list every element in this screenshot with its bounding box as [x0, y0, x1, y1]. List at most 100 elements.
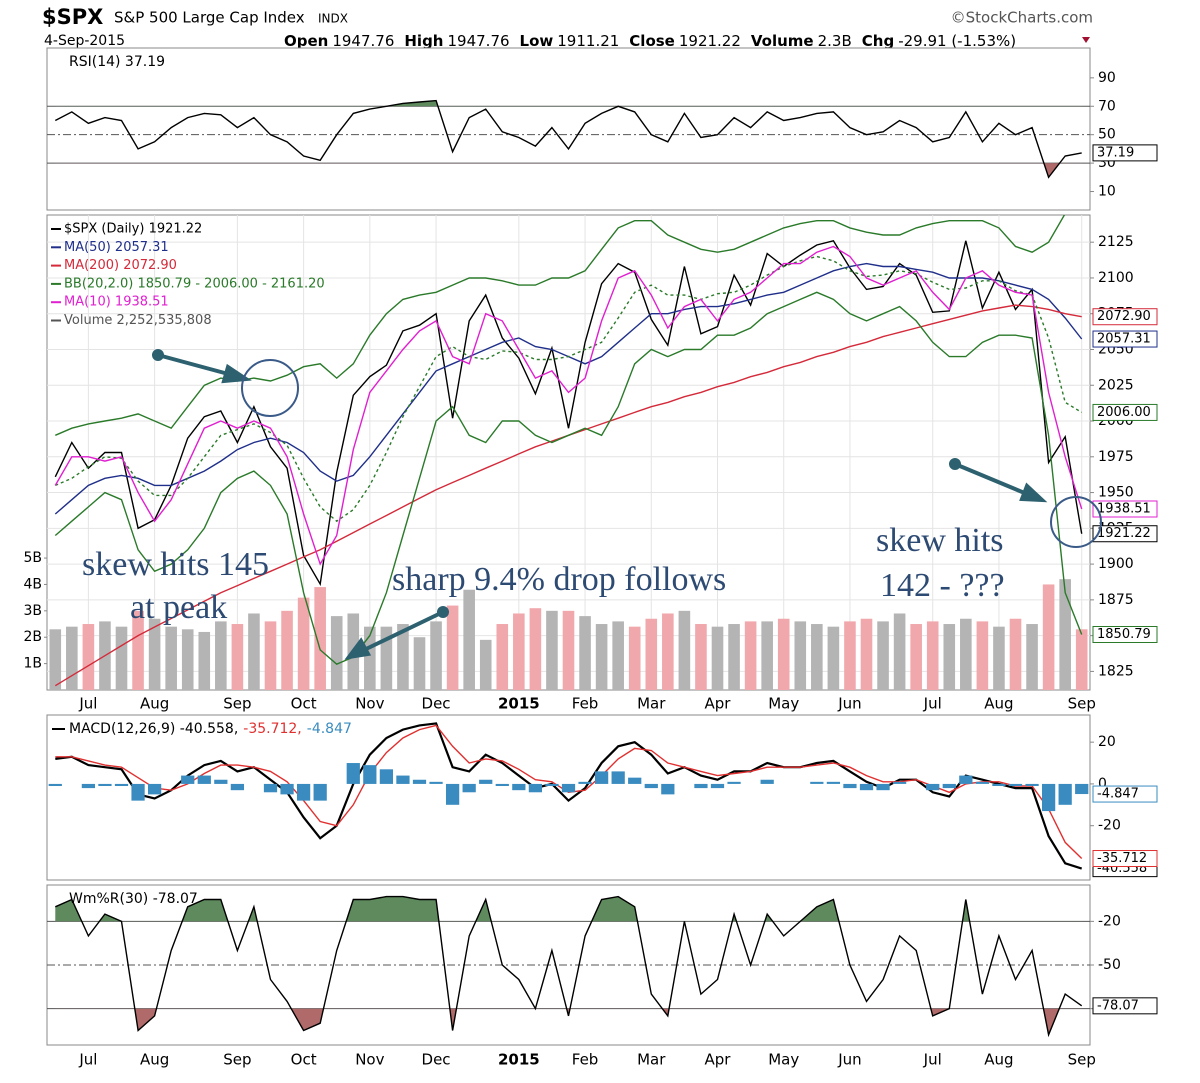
volume-bar [943, 624, 956, 690]
histogram-bar [578, 781, 592, 784]
volume-bar [860, 618, 873, 690]
value-tag [1092, 525, 1158, 543]
x-tick-label: Jul [78, 1051, 97, 1069]
arrow-head [221, 363, 252, 384]
y-tick-label: 1975 [1098, 449, 1134, 465]
value-tag-label: 2006.00 [1097, 405, 1151, 420]
volume-bar [446, 605, 459, 690]
panel-title: RSI(14) 37.19 [69, 54, 165, 70]
annotation: 142 - ??? [880, 567, 1005, 604]
volume-bar [744, 621, 757, 690]
value-tag-label: 1921.22 [1097, 526, 1151, 541]
volume-bar [628, 626, 641, 690]
histogram-bar [98, 783, 112, 787]
value-tag [1092, 144, 1158, 162]
histogram-bar [313, 783, 327, 801]
histogram-bar [561, 783, 576, 793]
x-tick-label: Jul [923, 695, 942, 713]
date: 4-Sep-2015 [44, 33, 125, 49]
series-line [54, 239, 1083, 587]
quote-label: Low [520, 32, 554, 50]
y-tick-label: -20 [1098, 818, 1121, 834]
quote-value: 1921.22 [679, 32, 741, 50]
volume-bar [1026, 624, 1038, 690]
arrow-head [1019, 482, 1048, 503]
volume-bar [49, 629, 62, 690]
annotation: skew hits 145 [82, 546, 269, 583]
x-tick-label: Jul [78, 695, 97, 713]
histogram-bar [495, 783, 509, 787]
volume-bar [662, 613, 674, 690]
value-tag [1092, 330, 1158, 348]
y-tick-label: -20 [1098, 913, 1121, 929]
value-tag-label: 2072.90 [1097, 309, 1151, 324]
legend-label: MA(50) 2057.31 [64, 240, 169, 255]
index-name: S&P 500 Large Cap Index [114, 9, 305, 27]
histogram-bar [1075, 783, 1089, 795]
histogram-bar [147, 783, 162, 795]
x-tick-label: Dec [422, 1051, 451, 1069]
volume-bar [595, 624, 608, 690]
x-tick-label: Apr [705, 695, 732, 713]
x-tick-label: Dec [422, 695, 451, 713]
histogram-bar [1058, 783, 1072, 805]
y-tick-label: 90 [1098, 70, 1116, 86]
series-line [55, 895, 1083, 1038]
volume-bar [330, 616, 343, 690]
arrow [157, 353, 233, 377]
down-marker [1082, 37, 1090, 43]
value-tag [1092, 850, 1158, 868]
x-tick-label: Oct [291, 1051, 317, 1069]
x-tick-label: Sep [223, 1051, 251, 1069]
histogram-bar [528, 783, 543, 793]
x-tick-label: Sep [223, 695, 251, 713]
band-line [54, 291, 1083, 666]
histogram-bar [843, 783, 857, 789]
series-line [54, 245, 1083, 566]
histogram-bar [975, 781, 990, 784]
value-tag-label: -78.07 [1097, 998, 1139, 1013]
annotation: sharp 9.4% drop follows [392, 561, 726, 598]
volume-bar [479, 639, 492, 690]
histogram-bar [628, 777, 642, 784]
volume-bar [1042, 584, 1055, 690]
histogram-bar [992, 783, 1006, 787]
histogram-bar [296, 783, 311, 801]
volume-bar [314, 587, 326, 690]
volume-bar [82, 624, 95, 690]
panel-plot [47, 99, 1090, 179]
histogram-bar [512, 783, 526, 791]
volume-bar [893, 613, 906, 690]
histogram-bar [694, 783, 708, 789]
volume-bar [811, 624, 823, 690]
y-tick-label: 70 [1098, 98, 1116, 114]
volume-tick-label: 5B [23, 550, 42, 566]
histogram-bar [346, 763, 360, 784]
panel-title: Wm%R(30) -78.07 [69, 891, 198, 907]
histogram-bar [263, 783, 278, 793]
legend-label: BB(20,2.0) 1850.79 - 2006.00 - 2161.20 [64, 276, 325, 291]
volume-bar [132, 610, 144, 690]
volume-bar [264, 621, 277, 690]
legend-part: MACD(12,26,9) -40.558, [69, 721, 238, 737]
volume-bar [198, 631, 211, 690]
series-line [54, 99, 1082, 179]
histogram-bar [727, 781, 741, 784]
volume-bar [529, 608, 542, 690]
highlight-circle [241, 359, 299, 417]
x-tick-label: 2015 [498, 695, 540, 713]
quote-value: 1911.21 [557, 32, 619, 50]
annotation: at peak [130, 589, 227, 626]
volume-bar [165, 626, 177, 690]
quote-label: Close [629, 32, 675, 50]
volume-bar [711, 626, 724, 690]
histogram-bar [48, 783, 62, 787]
panel-frame [46, 714, 1091, 881]
quote-label: Open [284, 32, 328, 50]
volume-bar [976, 621, 989, 690]
histogram-bar [810, 781, 824, 784]
value-tag-label: -35.712 [1097, 851, 1147, 866]
x-tick-label: Aug [984, 695, 1013, 713]
value-tag [1092, 626, 1158, 644]
